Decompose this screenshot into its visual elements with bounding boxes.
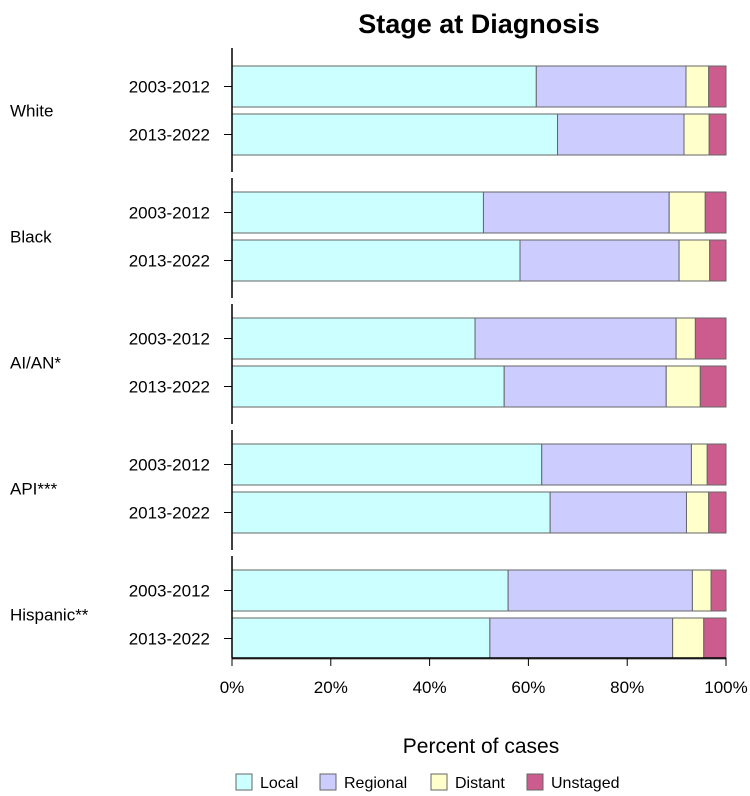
bar-segment-local [231,191,484,234]
legend-label-unstaged: Unstaged [551,775,620,792]
period-label: 2013-2022 [129,504,210,523]
group-label: Black [10,228,52,247]
bar-segment-distant [685,491,710,534]
legend-swatch-distant [430,773,448,791]
bar-segment-regional [482,191,670,234]
bar-segment-local [231,491,551,534]
bar-segment-distant [685,65,710,108]
period-label: 2013-2022 [129,126,210,145]
bar-segment-local [231,65,537,108]
bar-segment-distant [672,617,705,660]
bar-segment-distant [675,317,696,360]
x-tick-label: 80% [610,678,644,697]
bar-segment-distant [665,365,701,408]
x-axis-title: Percent of cases [403,735,559,758]
bar-segment-unstaged [703,617,727,660]
legend-swatch-unstaged [526,773,544,791]
period-label: 2003-2012 [129,456,210,475]
bar-segment-regional [474,317,677,360]
bar-segment-unstaged [706,443,727,486]
bar-segment-distant [690,443,708,486]
group-label: API*** [10,480,58,499]
legend: Local Regional Distant Unstaged [235,773,620,792]
bar-segment-unstaged [708,491,727,534]
bar-segment-unstaged [694,317,727,360]
bar-segment-unstaged [704,191,727,234]
bar-segment-distant [683,113,710,156]
bar-segment-regional [489,617,674,660]
period-label: 2003-2012 [129,330,210,349]
bar-segment-unstaged [699,365,727,408]
bar-segment-regional [541,443,692,486]
period-label: 2003-2012 [129,582,210,601]
bar-segment-unstaged [708,65,727,108]
bar-segment-local [231,365,505,408]
bar-segment-regional [507,569,693,612]
period-label: 2013-2022 [129,630,210,649]
bar-segment-local [231,239,521,282]
bar-segment-local [231,443,543,486]
legend-label-regional: Regional [344,775,407,792]
bar-segment-local [231,617,491,660]
legend-swatch-regional [319,773,337,791]
x-tick-label: 40% [413,678,447,697]
axis-layer: White 2003-2012 2013-2022 Black 2003-2012 201… [10,48,748,697]
x-tick-label: 60% [511,678,545,697]
bar-segment-regional [519,239,680,282]
bar-segment-unstaged [710,569,727,612]
bars-layer [231,65,727,660]
legend-label-local: Local [260,775,298,792]
bar-segment-distant [668,191,706,234]
group-label: AI/AN* [10,354,61,373]
bar-segment-regional [503,365,667,408]
x-tick-label: 100% [704,678,747,697]
period-label: 2013-2022 [129,378,210,397]
bar-segment-regional [535,65,687,108]
bar-segment-local [231,569,509,612]
period-label: 2003-2012 [129,78,210,97]
x-tick-label: 0% [220,678,245,697]
chart-title: Stage at Diagnosis [358,9,600,39]
bar-segment-local [231,113,559,156]
bar-segment-regional [549,491,687,534]
bar-segment-unstaged [709,239,727,282]
group-label: White [10,102,53,121]
period-label: 2003-2012 [129,204,210,223]
x-tick-label: 20% [314,678,348,697]
legend-label-distant: Distant [455,775,505,792]
bar-segment-distant [678,239,711,282]
bar-segment-distant [691,569,712,612]
bar-segment-local [231,317,476,360]
legend-swatch-local [235,773,253,791]
bar-segment-regional [557,113,685,156]
bar-segment-unstaged [708,113,727,156]
period-label: 2013-2022 [129,252,210,271]
group-label: Hispanic** [10,606,89,625]
